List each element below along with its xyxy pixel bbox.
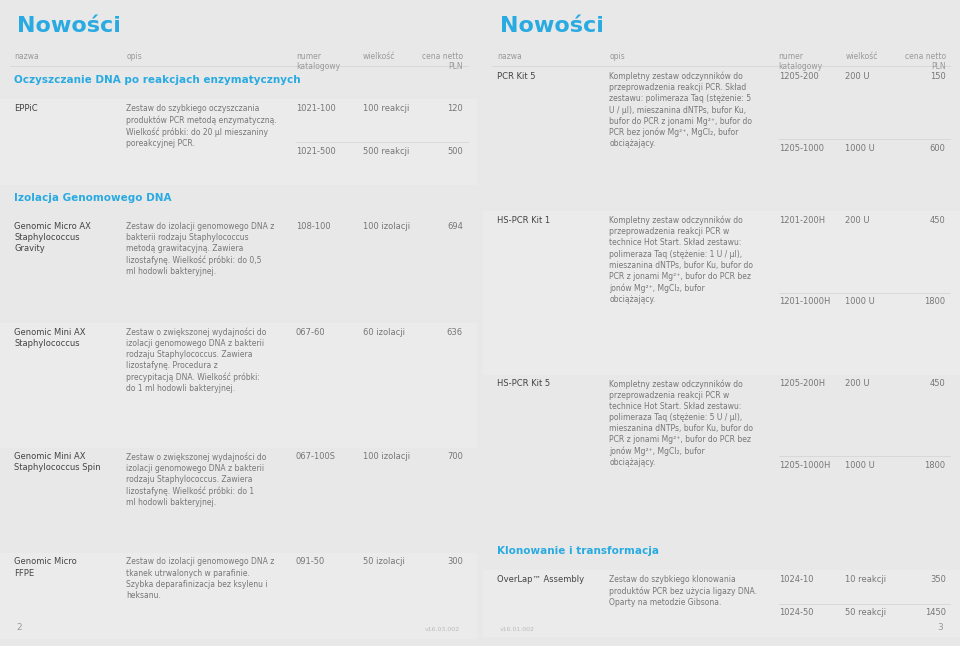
Text: wielkość: wielkość (363, 52, 395, 61)
Text: v16.01.002: v16.01.002 (499, 627, 535, 632)
Text: 700: 700 (447, 452, 463, 461)
Text: Kompletny zestaw odczynników do
przeprowadzenia reakcji PCR. Skład
zestawu: poli: Kompletny zestaw odczynników do przeprow… (610, 72, 753, 149)
Text: 200 U: 200 U (846, 379, 870, 388)
Text: 091-50: 091-50 (296, 557, 325, 567)
Text: 1205-1000: 1205-1000 (779, 143, 824, 152)
Text: Zestaw o zwiększonej wydajności do
izolacji genomowego DNA z bakterii
rodzaju St: Zestaw o zwiększonej wydajności do izola… (127, 452, 267, 506)
Text: numer
katalogowy: numer katalogowy (296, 52, 340, 71)
Text: Zestaw do szybkiego oczyszczania
produktów PCR metodą enzymatyczną.
Wielkość pró: Zestaw do szybkiego oczyszczania produkt… (127, 104, 277, 147)
Text: 1021-100: 1021-100 (296, 104, 336, 113)
Text: 120: 120 (447, 104, 463, 113)
Text: 450: 450 (930, 216, 946, 225)
Text: 3: 3 (938, 623, 944, 632)
Text: 067-100S: 067-100S (296, 452, 336, 461)
Text: 350: 350 (930, 575, 946, 584)
Text: 1024-10: 1024-10 (779, 575, 813, 584)
Text: Izolacja Genomowego DNA: Izolacja Genomowego DNA (14, 193, 172, 203)
Text: 1000 U: 1000 U (846, 143, 876, 152)
Text: 100 reakcji: 100 reakcji (363, 104, 409, 113)
Text: opis: opis (127, 52, 142, 61)
Text: 1000 U: 1000 U (846, 461, 876, 470)
Text: Genomic Mini AX
Staphylococcus: Genomic Mini AX Staphylococcus (14, 328, 85, 348)
Text: 100 izolacji: 100 izolacji (363, 222, 410, 231)
Text: 150: 150 (930, 72, 946, 81)
Text: Klonowanie i transformacja: Klonowanie i transformacja (497, 546, 660, 556)
Text: Kompletny zestaw odczynników do
przeprowadzenia reakcji PCR w
technice Hot Start: Kompletny zestaw odczynników do przeprow… (610, 379, 754, 467)
Text: 200 U: 200 U (846, 216, 870, 225)
Text: Zestaw o zwiększonej wydajności do
izolacji genomowego DNA z bakterii
rodzaju St: Zestaw o zwiększonej wydajności do izola… (127, 328, 267, 393)
Text: Kompletny zestaw odczynników do
przeprowadzenia reakcji PCR w
technice Hot Start: Kompletny zestaw odczynników do przeprow… (610, 216, 754, 304)
Text: cena netto
PLN: cena netto PLN (904, 52, 946, 71)
Text: Zestaw do izolacji genomowego DNA z
bakterii rodzaju Staphylococcus
metodą grawi: Zestaw do izolacji genomowego DNA z bakt… (127, 222, 275, 276)
Text: PCR Kit 5: PCR Kit 5 (497, 72, 536, 81)
Text: 1201-200H: 1201-200H (779, 216, 825, 225)
Bar (0, 553, 477, 639)
Text: Genomic Micro AX
Staphylococcus
Gravity: Genomic Micro AX Staphylococcus Gravity (14, 222, 91, 253)
Text: 1021-500: 1021-500 (296, 147, 336, 156)
Text: 1800: 1800 (924, 461, 946, 470)
Text: HS-PCR Kit 1: HS-PCR Kit 1 (497, 216, 550, 225)
Text: OverLap™ Assembly: OverLap™ Assembly (497, 575, 585, 584)
Bar (0, 99, 477, 185)
Text: 60 izolacji: 60 izolacji (363, 328, 404, 337)
Text: 450: 450 (930, 379, 946, 388)
Text: 500 reakcji: 500 reakcji (363, 147, 409, 156)
Text: opis: opis (610, 52, 625, 61)
Text: 1205-200: 1205-200 (779, 72, 819, 81)
Text: 1024-50: 1024-50 (779, 609, 813, 617)
Text: Genomic Mini AX
Staphylococcus Spin: Genomic Mini AX Staphylococcus Spin (14, 452, 101, 472)
Text: Zestaw do izolacji genomowego DNA z
tkanek utrwalonych w parafinie.
Szybka depar: Zestaw do izolacji genomowego DNA z tkan… (127, 557, 275, 599)
Text: 1450: 1450 (924, 609, 946, 617)
Text: 067-60: 067-60 (296, 328, 325, 337)
Text: 600: 600 (930, 143, 946, 152)
Text: 300: 300 (447, 557, 463, 567)
Text: numer
katalogowy: numer katalogowy (779, 52, 823, 71)
Text: 1201-1000H: 1201-1000H (779, 297, 830, 306)
Text: HS-PCR Kit 5: HS-PCR Kit 5 (497, 379, 550, 388)
Text: 500: 500 (447, 147, 463, 156)
Text: 108-100: 108-100 (296, 222, 330, 231)
Text: Zestaw do szybkiego klonowania
produktów PCR bez użycia ligazy DNA.
Oparty na me: Zestaw do szybkiego klonowania produktów… (610, 575, 757, 607)
Text: Oczyszczanie DNA po reakcjach enzymatycznych: Oczyszczanie DNA po reakcjach enzymatycz… (14, 75, 300, 85)
Text: v16.03.002: v16.03.002 (425, 627, 461, 632)
Text: 1205-1000H: 1205-1000H (779, 461, 830, 470)
Text: nazwa: nazwa (14, 52, 39, 61)
Text: 200 U: 200 U (846, 72, 870, 81)
Text: wielkość: wielkość (846, 52, 877, 61)
Bar (483, 211, 960, 375)
Text: 10 reakcji: 10 reakcji (846, 575, 887, 584)
Text: 694: 694 (447, 222, 463, 231)
Text: EPPiC: EPPiC (14, 104, 38, 113)
Bar (0, 323, 477, 448)
Text: cena netto
PLN: cena netto PLN (421, 52, 463, 71)
Text: Genomic Micro
FFPE: Genomic Micro FFPE (14, 557, 77, 578)
Text: 50 reakcji: 50 reakcji (846, 609, 887, 617)
Text: 636: 636 (446, 328, 463, 337)
Bar (483, 570, 960, 637)
Text: 2: 2 (16, 623, 22, 632)
Text: 100 izolacji: 100 izolacji (363, 452, 410, 461)
Text: 50 izolacji: 50 izolacji (363, 557, 404, 567)
Text: 1000 U: 1000 U (846, 297, 876, 306)
Text: nazwa: nazwa (497, 52, 522, 61)
Text: 1205-200H: 1205-200H (779, 379, 825, 388)
Text: Nowości: Nowości (499, 16, 604, 36)
Text: Nowości: Nowości (16, 16, 121, 36)
Text: 1800: 1800 (924, 297, 946, 306)
